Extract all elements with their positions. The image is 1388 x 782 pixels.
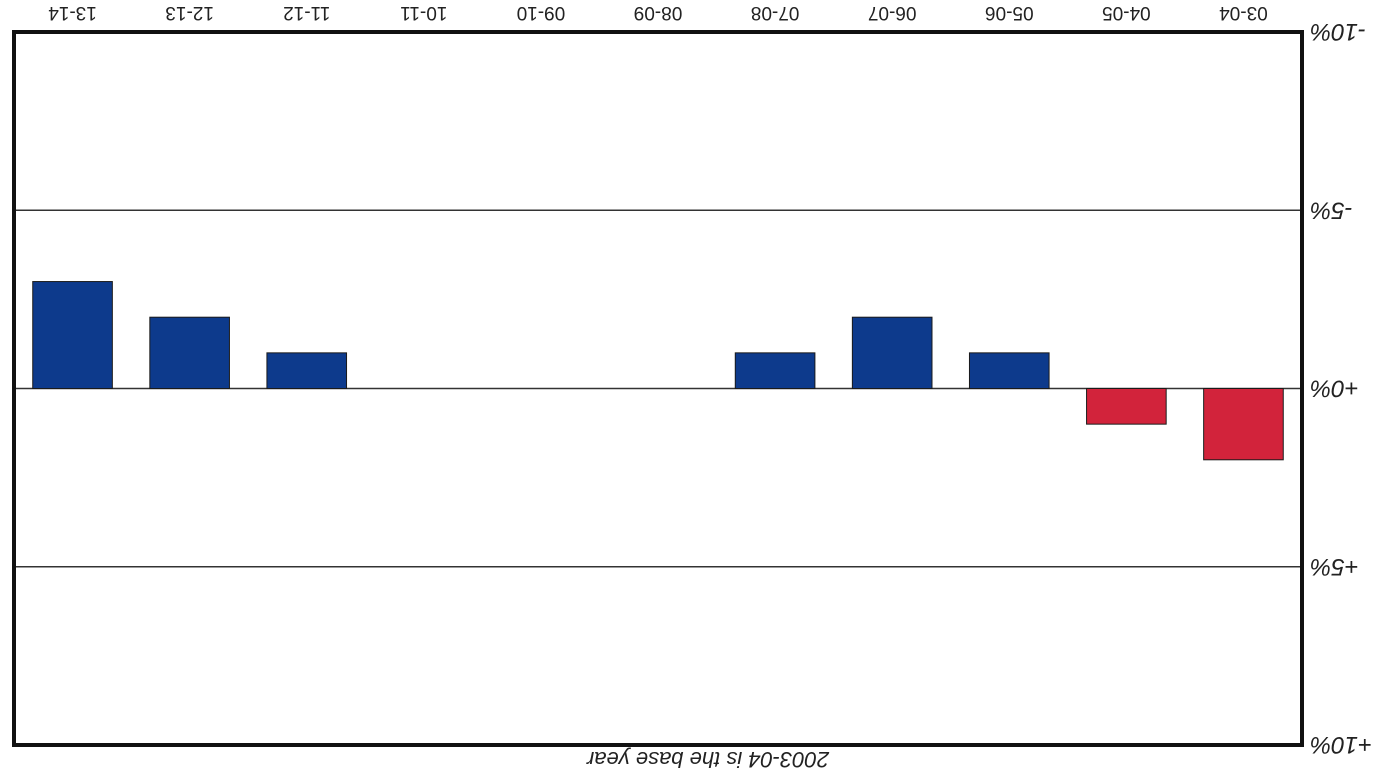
base-year-note: 2003-04 is the base year — [585, 747, 830, 772]
y-tick-label: +0% — [1310, 375, 1359, 402]
x-tick-labels: 03-04 04-05 05-06 06-07 07-08 08-09 09-10 10-11… — [48, 2, 1268, 23]
x-tick-label: 03-04 — [1219, 2, 1268, 23]
y-tick-label: +5% — [1310, 553, 1359, 580]
bar-07-08 — [734, 352, 816, 389]
x-tick-label: 05-06 — [985, 2, 1034, 23]
x-tick-label: 10-11 — [400, 2, 447, 23]
bar-13-14 — [32, 281, 113, 389]
bar-11-12 — [266, 352, 348, 389]
bar-03-04 — [1203, 387, 1284, 461]
x-tick-label: 07-08 — [751, 2, 800, 23]
bars — [32, 281, 1284, 461]
x-tick-label: 08-09 — [634, 2, 683, 23]
x-tick-label: 04-05 — [1102, 2, 1151, 23]
plot-frame — [12, 30, 1304, 747]
y-tick-label: -10% — [1310, 18, 1366, 45]
bar-06-07 — [851, 316, 933, 389]
x-tick-label: 09-10 — [517, 2, 566, 23]
x-tick-label: 13-14 — [48, 2, 97, 23]
x-tick-label: 06-07 — [868, 2, 917, 23]
x-tick-label: 11-12 — [283, 2, 330, 23]
x-tick-label: 12-13 — [165, 2, 214, 23]
bar-04-05 — [1086, 387, 1167, 425]
bar-12-13 — [149, 316, 230, 389]
y-tick-labels: -10% -5% +0% +5% +10% — [1310, 18, 1372, 758]
bar-05-06 — [968, 352, 1050, 389]
y-tick-label: +10% — [1310, 731, 1372, 758]
y-tick-label: -5% — [1310, 196, 1353, 223]
